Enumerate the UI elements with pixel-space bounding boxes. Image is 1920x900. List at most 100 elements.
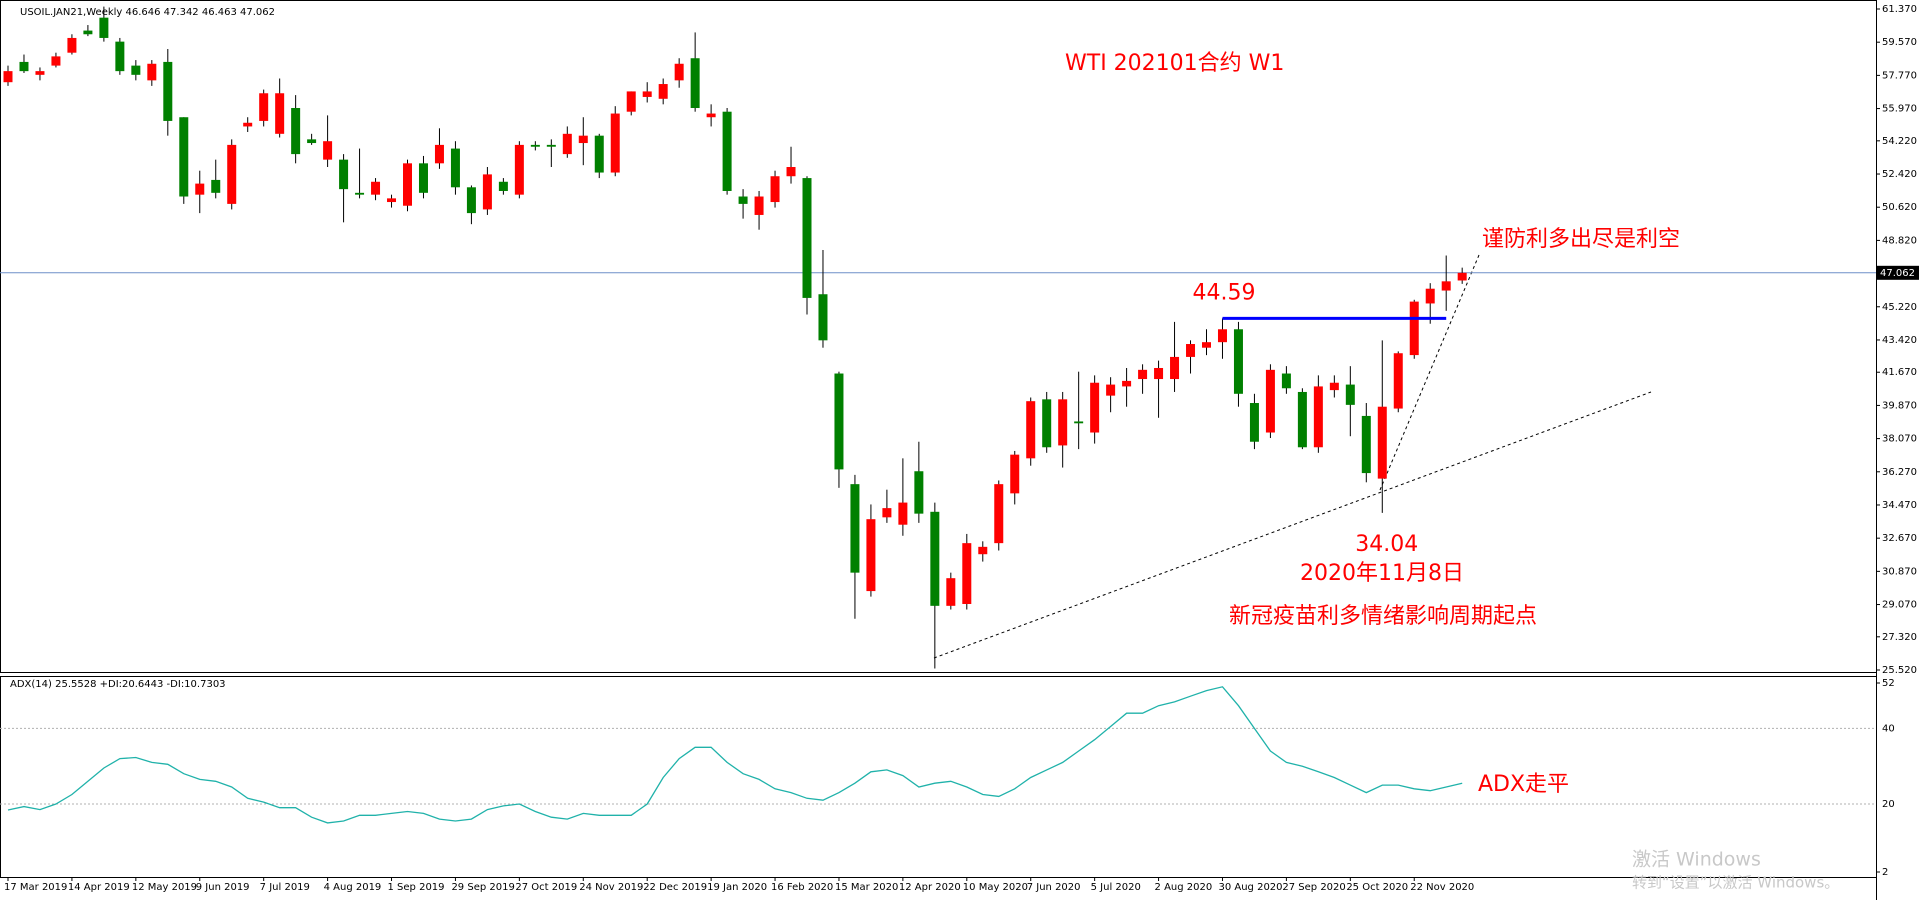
candle-body [1186,344,1196,357]
candle-body [578,135,588,144]
candle-body [99,17,109,38]
candle-body [850,484,860,573]
y-tick-label: 2 [1882,867,1888,878]
candle-body [1217,329,1227,343]
annotation: 2020年11月8日 [1300,561,1464,586]
candle-body [546,144,556,147]
y-tick-label: 34.470 [1882,500,1917,511]
candle-body [1313,386,1323,448]
candle-body [83,30,93,35]
low-label: 34.04 [1355,532,1418,557]
adx-panel-frame [0,676,1877,878]
chart-title: WTI 202101合约 W1 [1065,51,1284,76]
annotation: 新冠疫苗利多情绪影响周期起点 [1229,604,1537,629]
y-tick-label: 32.670 [1882,533,1917,544]
candle-body [674,63,684,81]
x-tick-label: 9 Jun 2019 [196,882,250,893]
y-tick-label: 52.420 [1882,169,1917,180]
candle-body [738,196,748,204]
candle-body [482,174,492,210]
candle-body [275,93,285,134]
candle-body [834,373,844,470]
y-tick-label: 36.270 [1882,467,1917,478]
candle-body [1090,382,1100,433]
y-tick-label: 40 [1882,723,1895,734]
trend-line [933,391,1652,659]
candle-body [1393,353,1403,409]
candle-body [562,133,572,155]
adx-header: ADX(14) 25.5528 +DI:20.6443 -DI:10.7303 [10,679,226,690]
candle-body [514,144,524,195]
y-tick-label: 57.770 [1882,70,1917,81]
price-header: USOIL.JAN21,Weekly 46.646 47.342 46.463 … [20,7,275,18]
candle-body [323,141,333,160]
candle-body [642,91,652,97]
candle-body [754,196,764,215]
candle-body [1265,369,1275,433]
candle-body [1202,342,1211,348]
candle-body [243,122,253,127]
watermark: 转到“设置”以激活 Windows。 [1632,874,1839,892]
candle-body [19,61,29,72]
candle-body [978,546,988,555]
y-tick-label: 61.370 [1882,4,1917,15]
adx-line [7,686,1463,824]
candle-body [722,111,732,191]
candle-body [1329,382,1339,391]
candle-body [498,181,508,191]
candle-body [147,63,157,81]
annotation: 谨防利多出尽是利空 [1482,227,1680,252]
x-tick-label: 12 May 2019 [132,882,197,893]
x-tick-label: 29 Sep 2019 [451,882,514,893]
candle-body [1249,403,1259,442]
y-tick-label: 29.070 [1882,600,1917,611]
candle-body [914,471,924,514]
candle-body [1425,288,1435,304]
candle-body [1058,399,1068,446]
y-tick-label: 39.870 [1882,400,1917,411]
candle-body [1042,399,1052,448]
candle-body [1106,384,1116,396]
candle-body [594,135,604,173]
candle-body [355,192,365,195]
candle-body [610,113,620,173]
candle-body [163,61,173,121]
x-tick-label: 2 Aug 2020 [1155,882,1213,893]
y-tick-label: 41.670 [1882,367,1917,378]
candle-body [259,93,269,121]
candle-body [706,113,716,118]
y-tick-label: 48.820 [1882,235,1917,246]
high-label: 44.59 [1192,280,1255,305]
candle-body [1122,380,1132,387]
x-tick-label: 12 Apr 2020 [899,882,961,893]
last-price-box [1877,265,1919,280]
y-tick-label: 55.970 [1882,104,1917,115]
candle-body [1074,421,1084,424]
candle-body [866,519,876,592]
x-tick-label: 14 Apr 2019 [68,882,130,893]
y-tick-label: 52 [1882,678,1895,689]
y-tick-label: 45.220 [1882,302,1917,313]
x-tick-label: 1 Sep 2019 [388,882,445,893]
x-tick-label: 7 Jul 2019 [260,882,310,893]
x-tick-label: 25 Oct 2020 [1346,882,1408,893]
candle-body [115,41,125,72]
candle-body [291,108,301,155]
candle-body [1457,272,1467,281]
candle-body [466,187,476,214]
y-tick-label: 59.570 [1882,37,1917,48]
x-tick-label: 22 Nov 2020 [1410,882,1474,893]
candle-body [339,159,349,190]
y-tick-label: 27.320 [1882,632,1917,643]
x-tick-label: 17 Mar 2019 [4,882,67,893]
candle-body [1377,406,1387,479]
candle-body [626,91,636,112]
last-price-label: 47.062 [1880,268,1915,279]
candle-body [1361,415,1371,474]
candle-body [1170,356,1180,380]
candle-body [195,183,205,195]
candle-body [1297,391,1307,448]
y-tick-label: 54.220 [1882,136,1917,147]
candle-body [962,543,972,604]
